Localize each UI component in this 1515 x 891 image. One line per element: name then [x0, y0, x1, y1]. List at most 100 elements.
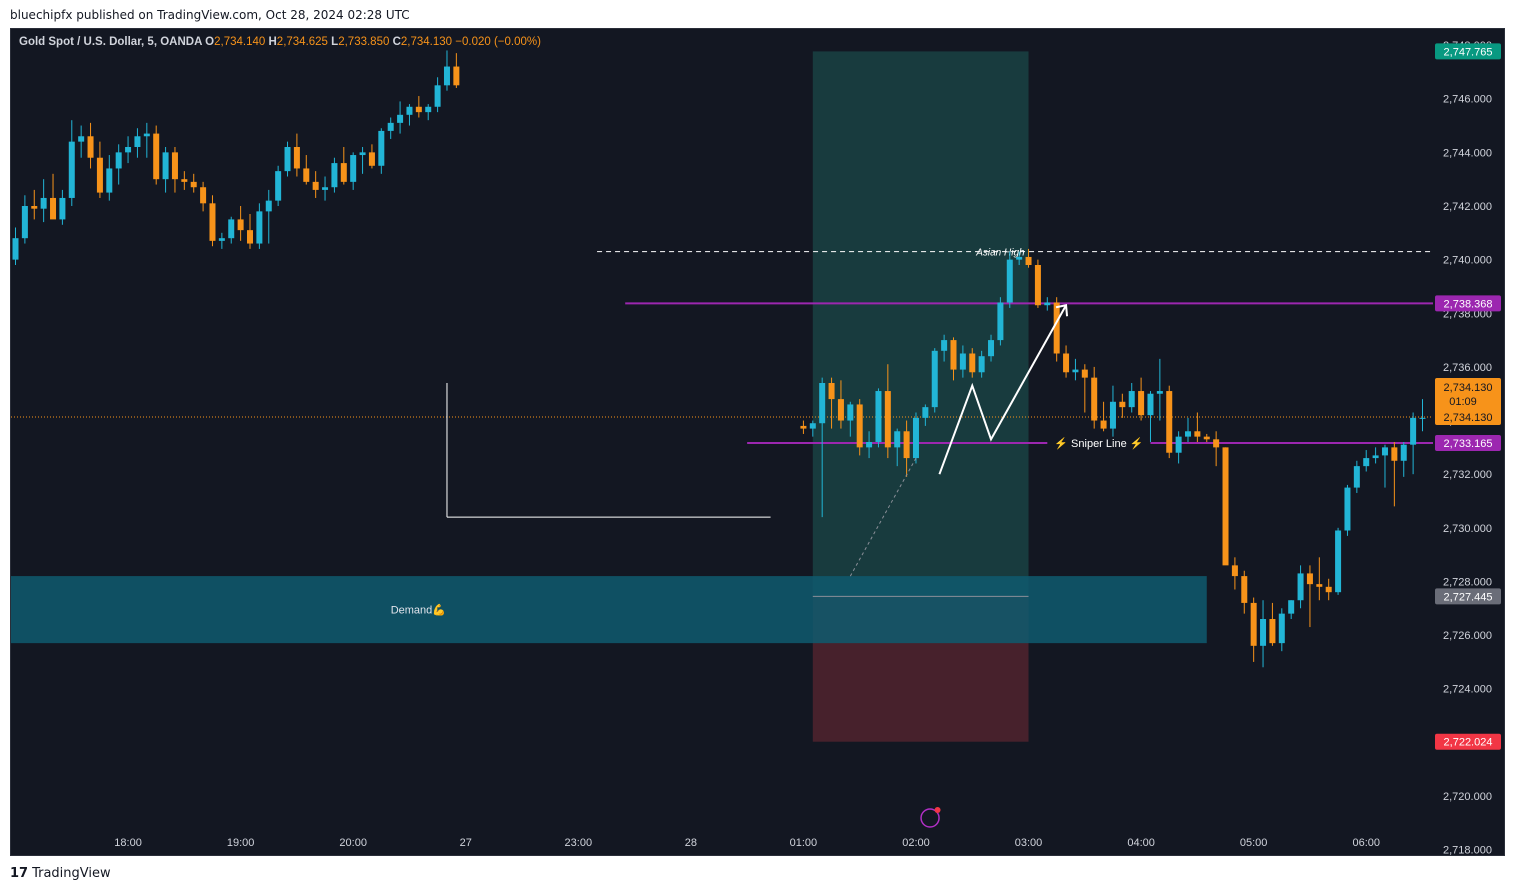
candle-body — [425, 106, 432, 113]
candle-body — [1400, 444, 1407, 461]
candle-body — [903, 431, 910, 459]
candle-body — [959, 353, 966, 370]
candle-body — [265, 200, 272, 212]
open-label: O — [205, 36, 215, 48]
candle-body — [922, 407, 929, 418]
candle-body — [1372, 455, 1379, 459]
time-tick-label: 20:00 — [339, 837, 367, 849]
candle-body — [1241, 576, 1248, 603]
chart-frame[interactable]: Demand💪 Asian High ⚡ Sniper Line ⚡ 2,718.00… — [10, 28, 1505, 856]
candle-body — [1410, 417, 1417, 445]
candle-body — [1353, 466, 1360, 488]
candle-body — [331, 163, 338, 188]
candle-body — [415, 106, 422, 113]
candle-body — [1260, 619, 1267, 646]
candle-body — [856, 404, 863, 448]
candle-body — [1391, 447, 1398, 461]
candle-body — [941, 340, 948, 351]
price-tick-label: 2,730.000 — [1443, 523, 1492, 535]
candle-body — [1306, 573, 1313, 585]
candle-body — [1344, 487, 1351, 531]
asian-high-label: Asian High — [975, 248, 1025, 259]
candle-body — [997, 302, 1004, 341]
candle-body — [1044, 302, 1051, 306]
candle-body — [875, 391, 882, 442]
take-profit-zone — [812, 51, 1029, 597]
candle-body — [115, 152, 122, 169]
time-tick-label: 01:00 — [790, 837, 818, 849]
price-tick-label: 2,720.000 — [1443, 791, 1492, 803]
tradingview-logo[interactable]: 17 TradingView — [10, 866, 111, 881]
footer-bar: 17 TradingView — [0, 857, 1515, 891]
high-label: H — [268, 36, 277, 48]
demand-zone — [11, 576, 1207, 644]
target-tag-label: 2,738.368 — [1444, 298, 1493, 310]
time-tick-label: 28 — [685, 837, 697, 849]
price-tick-label: 2,740.000 — [1443, 255, 1492, 267]
candle-body — [340, 163, 347, 182]
candle-body — [453, 66, 460, 86]
candle-body — [819, 383, 826, 424]
candle-body — [847, 404, 854, 421]
price-tick-label: 2,724.000 — [1443, 684, 1492, 696]
candle-body — [912, 417, 919, 459]
candle-body — [171, 152, 178, 180]
demand-label: Demand💪 — [391, 604, 446, 617]
projection-path — [938, 304, 1067, 475]
time-tick-label: 06:00 — [1352, 837, 1380, 849]
time-tick-label: 04:00 — [1127, 837, 1155, 849]
time-tick-label: 02:00 — [902, 837, 930, 849]
candle-body — [181, 179, 188, 182]
time-tick-label: 27 — [460, 837, 472, 849]
candle-body — [228, 219, 235, 239]
sl-tag — [1435, 733, 1501, 750]
candle-body — [50, 197, 57, 220]
candle-body — [218, 238, 225, 241]
candle-body — [1325, 586, 1332, 593]
candle-body — [12, 238, 19, 260]
candle-body — [237, 219, 244, 231]
candle-body — [1222, 447, 1229, 566]
candle-body — [1297, 573, 1304, 601]
candle-body — [1278, 613, 1285, 644]
candle-body — [247, 230, 253, 244]
candle-body — [1194, 431, 1201, 437]
candle-body — [106, 168, 113, 193]
chart-svg[interactable]: Demand💪 Asian High ⚡ Sniper Line ⚡ 2,718.00… — [11, 29, 1504, 855]
low-label: L — [331, 36, 339, 48]
change-value: −0.020 (−0.00%) — [455, 36, 541, 48]
candle-body — [1053, 302, 1060, 354]
candle-body — [153, 133, 160, 180]
candle-body — [1147, 393, 1154, 416]
current-price-countdown: 01:09 — [1449, 396, 1477, 408]
time-tick-label: 05:00 — [1240, 837, 1268, 849]
candle-body — [1363, 458, 1370, 467]
flash-icon — [920, 808, 940, 828]
time-tick-label: 19:00 — [227, 837, 255, 849]
candle-body — [162, 152, 169, 180]
trend-dash — [849, 457, 917, 577]
candle-body — [68, 141, 75, 198]
time-tick-label: 23:00 — [565, 837, 593, 849]
sniper-tag-label: 2,733.165 — [1444, 438, 1493, 450]
sniper-line-label: ⚡ Sniper Line ⚡ — [1054, 437, 1143, 450]
candle-body — [350, 155, 357, 182]
symbol-name: Gold Spot / U.S. Dollar, 5, OANDA — [19, 36, 202, 48]
tv-logo-text: TradingView — [32, 866, 111, 881]
candle-body — [200, 187, 207, 204]
candle-body — [434, 85, 441, 107]
candle-body — [931, 350, 938, 408]
price-tick-label: 2,744.000 — [1443, 147, 1492, 159]
candle-body — [1063, 353, 1070, 373]
close-label: C — [392, 36, 401, 48]
candle-body — [1109, 401, 1116, 429]
candle-body — [1166, 391, 1173, 453]
target-tag — [1435, 295, 1501, 312]
time-tick-label: 03:00 — [1015, 837, 1043, 849]
price-tick-label: 2,742.000 — [1443, 201, 1492, 213]
current-price-tag-bottom: 2,734.130 — [1444, 412, 1493, 424]
candle-body — [809, 423, 816, 429]
candle-body — [134, 136, 141, 147]
candle-body — [950, 340, 957, 370]
candle-body — [988, 340, 995, 357]
